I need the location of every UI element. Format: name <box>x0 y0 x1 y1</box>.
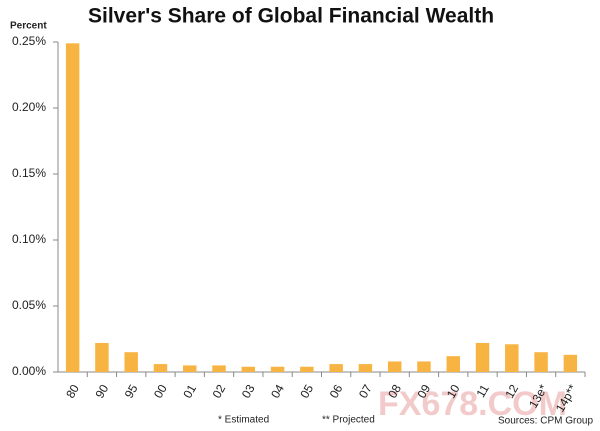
bar <box>475 342 490 372</box>
y-tick-label: 0.10% <box>12 232 46 246</box>
y-axis-label: Percent <box>10 21 47 32</box>
bar <box>563 354 578 372</box>
chart-title: Silver's Share of Global Financial Wealt… <box>88 5 494 28</box>
x-tick-label: 90 <box>92 382 111 401</box>
bar <box>65 43 80 372</box>
y-tick-label: 0.25% <box>12 34 46 48</box>
bar <box>124 352 138 372</box>
bar <box>153 364 168 372</box>
bar <box>241 366 256 372</box>
bar <box>417 361 431 372</box>
bar <box>387 361 402 372</box>
bar <box>446 356 460 372</box>
footnote: ** Projected <box>322 415 375 426</box>
bar <box>270 366 285 372</box>
x-tick-label: 10 <box>444 382 463 401</box>
x-tick-label: 80 <box>63 382 82 401</box>
y-tick-label: 0.05% <box>12 298 46 312</box>
bar <box>212 365 226 372</box>
x-tick-label: 08 <box>385 382 404 401</box>
bar <box>505 344 519 372</box>
bar <box>534 352 548 372</box>
y-tick-label: 0.20% <box>12 100 46 114</box>
watermark: FX678.COM <box>378 385 567 423</box>
bar <box>95 342 109 372</box>
x-tick-label: 05 <box>297 382 316 401</box>
bar <box>183 365 197 372</box>
y-tick-label: 0.15% <box>12 166 46 180</box>
x-tick-label: 06 <box>327 382 346 401</box>
x-tick-label: 07 <box>356 382 375 401</box>
footnote: * Estimated <box>218 415 269 426</box>
x-tick-label: 95 <box>122 382 141 401</box>
x-tick-label: 12 <box>502 382 521 401</box>
x-tick-label: 04 <box>268 382 287 401</box>
bar <box>300 366 314 372</box>
y-tick-label: 0.00% <box>12 364 46 378</box>
bar <box>358 364 373 372</box>
x-tick-label: 09 <box>415 382 434 401</box>
bar <box>329 364 343 372</box>
x-tick-label: 03 <box>239 382 258 401</box>
x-tick-label: 01 <box>180 382 199 401</box>
x-tick-label: 02 <box>210 382 229 401</box>
source: Sources: CPM Group <box>498 416 593 427</box>
x-tick-label: 00 <box>151 382 170 401</box>
